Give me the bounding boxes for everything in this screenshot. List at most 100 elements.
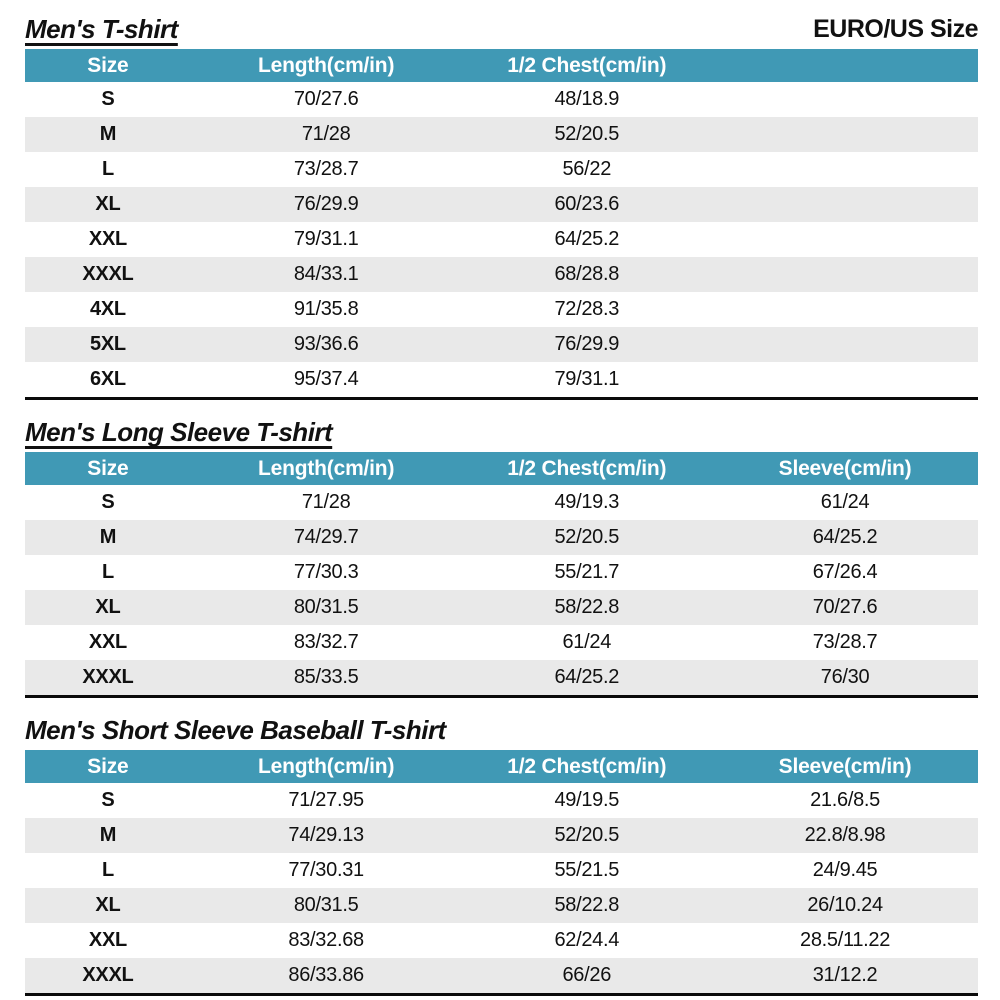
value-cell: 66/26 (562, 964, 612, 986)
table-row: L 77/30.3 55/21.7 67/26.4 (25, 555, 978, 590)
size-cell: XXL (88, 631, 127, 653)
value-cell: 83/32.7 (293, 631, 359, 653)
column-header: Size (25, 49, 191, 82)
table-row: XL 80/31.5 58/22.8 26/10.24 (25, 888, 978, 923)
size-cell: 4XL (90, 298, 126, 320)
table-row: 4XL 91/35.8 72/28.3 (25, 292, 978, 327)
value-cell: 64/25.2 (812, 526, 878, 548)
size-cell: XL (95, 894, 121, 916)
column-header: Length(cm/in) (190, 49, 462, 82)
value-cell: 83/32.68 (288, 929, 364, 951)
table-row: S 71/27.95 49/19.5 21.6/8.5 (25, 783, 978, 818)
value-cell: 76/30 (820, 666, 870, 688)
value-cell: 48/18.9 (554, 88, 620, 110)
size-cell: L (101, 859, 114, 881)
size-cell: L (101, 158, 114, 180)
value-cell: 31/12.2 (812, 964, 878, 986)
table-title-mens-short-sleeve-baseball: Men's Short Sleeve Baseball T-shirt (25, 715, 446, 745)
value-cell: 28.5/11.22 (800, 929, 891, 951)
title-row: Men's T-shirt EURO/US Size (25, 14, 978, 44)
column-header: 1/2 Chest(cm/in) (461, 452, 713, 485)
table-row: XXL 83/32.68 62/24.4 28.5/11.22 (25, 923, 978, 958)
value-cell: 26/10.24 (807, 894, 883, 916)
value-cell: 52/20.5 (554, 123, 620, 145)
value-cell: 61/24 (820, 491, 870, 513)
value-cell: 72/28.3 (554, 298, 620, 320)
table-row: 6XL 95/37.4 79/31.1 (25, 362, 978, 399)
size-cell: XXXL (82, 666, 134, 688)
value-cell (712, 82, 978, 117)
mens-tshirt-section: Men's T-shirt EURO/US Size Size Length(cm… (25, 14, 978, 400)
header-row: Size Length(cm/in) 1/2 Chest(cm/in) Sleeve(… (25, 452, 978, 485)
column-header: Length(cm/in) (190, 750, 462, 783)
value-cell: 76/29.9 (554, 333, 620, 355)
size-cell: 5XL (90, 333, 126, 355)
table-row: XL 76/29.9 60/23.6 (25, 187, 978, 222)
table-row: S 71/28 49/19.3 61/24 (25, 485, 978, 520)
value-cell: 64/25.2 (554, 666, 620, 688)
column-header: Size (25, 452, 191, 485)
size-cell: M (99, 123, 117, 145)
value-cell (712, 257, 978, 292)
value-cell: 77/30.3 (293, 561, 359, 583)
size-cell: L (101, 561, 114, 583)
mens-short-sleeve-baseball-section: Men's Short Sleeve Baseball T-shirt Size… (25, 715, 978, 996)
value-cell (712, 327, 978, 362)
value-cell: 79/31.1 (554, 368, 620, 390)
table-title-mens-tshirt: Men's T-shirt (25, 14, 178, 44)
value-cell: 86/33.86 (288, 964, 364, 986)
value-cell: 71/27.95 (288, 789, 364, 811)
value-cell: 64/25.2 (554, 228, 620, 250)
value-cell: 52/20.5 (554, 824, 620, 846)
title-row: Men's Short Sleeve Baseball T-shirt (25, 715, 978, 745)
header-row: Size Length(cm/in) 1/2 Chest(cm/in) (25, 49, 978, 82)
value-cell: 52/20.5 (554, 526, 620, 548)
value-cell: 79/31.1 (293, 228, 359, 250)
table-row: L 73/28.7 56/22 (25, 152, 978, 187)
value-cell: 60/23.6 (554, 193, 620, 215)
mens-short-sleeve-baseball-table: Size Length(cm/in) 1/2 Chest(cm/in) Sleeve(… (25, 750, 978, 996)
size-cell: XXXL (82, 263, 134, 285)
value-cell (712, 152, 978, 187)
column-header: Sleeve(cm/in) (712, 750, 978, 783)
value-cell: 71/28 (301, 123, 351, 145)
table-row: XXXL 86/33.86 66/26 31/12.2 (25, 958, 978, 995)
column-header: Length(cm/in) (190, 452, 462, 485)
column-header: 1/2 Chest(cm/in) (461, 750, 713, 783)
table-row: XXL 79/31.1 64/25.2 (25, 222, 978, 257)
column-header: 1/2 Chest(cm/in) (461, 49, 713, 82)
size-cell: 6XL (90, 368, 126, 390)
table-row: XL 80/31.5 58/22.8 70/27.6 (25, 590, 978, 625)
size-cell: XXL (88, 929, 127, 951)
value-cell (712, 187, 978, 222)
value-cell: 77/30.31 (288, 859, 364, 881)
table-row: S 70/27.6 48/18.9 (25, 82, 978, 117)
table-row: L 77/30.31 55/21.5 24/9.45 (25, 853, 978, 888)
value-cell: 95/37.4 (293, 368, 359, 390)
value-cell: 58/22.8 (554, 596, 620, 618)
value-cell: 62/24.4 (554, 929, 620, 951)
value-cell: 68/28.8 (554, 263, 620, 285)
size-cell: XXXL (82, 964, 134, 986)
value-cell: 61/24 (562, 631, 612, 653)
mens-long-sleeve-section: Men's Long Sleeve T-shirt Size Length(cm/… (25, 417, 978, 698)
value-cell (712, 222, 978, 257)
value-cell: 73/28.7 (293, 158, 359, 180)
table-row: XXXL 85/33.5 64/25.2 76/30 (25, 660, 978, 697)
value-cell: 93/36.6 (293, 333, 359, 355)
title-row: Men's Long Sleeve T-shirt (25, 417, 978, 447)
column-header: Sleeve(cm/in) (712, 452, 978, 485)
size-cell: XXL (88, 228, 127, 250)
size-cell: XL (95, 193, 121, 215)
column-header: Size (25, 750, 191, 783)
value-cell: 58/22.8 (554, 894, 620, 916)
value-cell (712, 117, 978, 152)
value-cell: 49/19.5 (554, 789, 620, 811)
column-header (712, 49, 978, 82)
size-cell: S (101, 789, 115, 811)
value-cell: 56/22 (562, 158, 612, 180)
value-cell: 91/35.8 (293, 298, 359, 320)
euro-us-size-label: EURO/US Size (813, 15, 978, 43)
value-cell: 70/27.6 (293, 88, 359, 110)
